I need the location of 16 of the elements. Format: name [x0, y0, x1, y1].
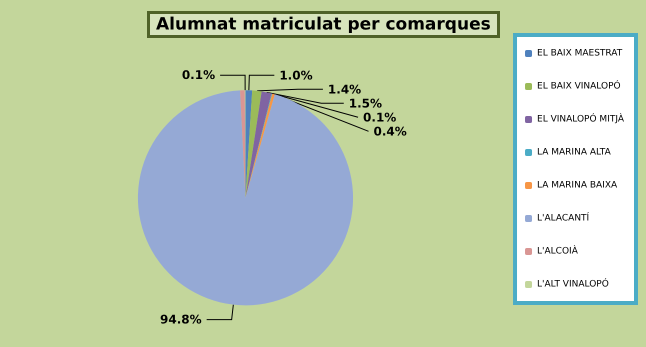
data-label: 1.0%	[279, 68, 313, 82]
data-label: 0.1%	[182, 68, 216, 82]
data-label: 1.4%	[328, 82, 362, 96]
legend-label: EL VINALOPÓ MITJÀ	[537, 112, 625, 124]
data-label: 0.1%	[363, 110, 396, 124]
legend-label: L'ALCOIÀ	[537, 244, 579, 256]
chart-title: Alumnat matriculat per comarques	[156, 14, 491, 34]
legend-label: L'ALACANTÍ	[537, 212, 590, 224]
data-label: 94.8%	[160, 312, 202, 327]
legend-label: LA MARINA ALTA	[537, 148, 612, 158]
legend-label: LA MARINA BAIXA	[537, 180, 618, 190]
legend-label: L'ALT VINALOPÓ	[537, 278, 609, 290]
legend-label: EL BAIX MAESTRAT	[537, 48, 623, 58]
legend-label: EL BAIX VINALOPÓ	[537, 80, 621, 92]
data-label: 1.5%	[348, 96, 382, 110]
data-label: 0.4%	[374, 124, 407, 138]
